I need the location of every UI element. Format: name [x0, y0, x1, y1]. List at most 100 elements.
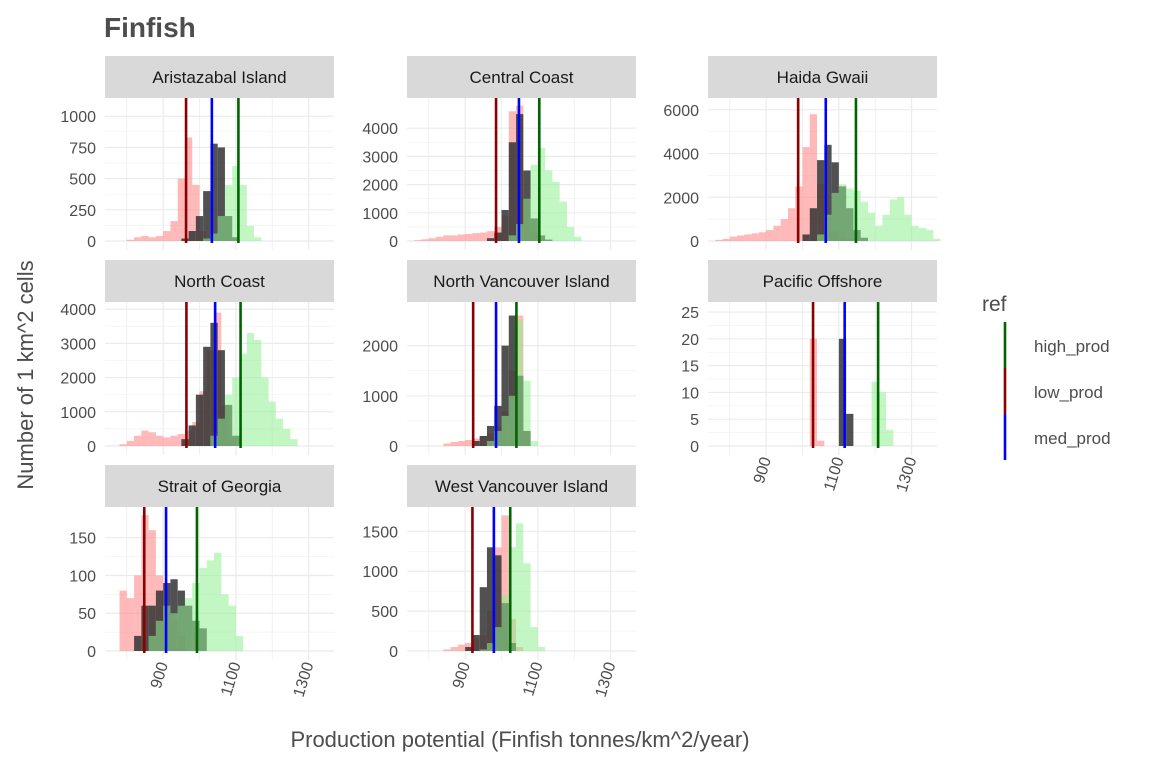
histogram-bar: [867, 212, 876, 241]
legend-item-low-prod: low_prod: [1003, 368, 1103, 414]
facets-layer: Aristazabal Island02505007501000Central …: [60, 56, 941, 699]
histogram-bar: [224, 184, 233, 241]
histogram-bar: [479, 435, 487, 446]
histogram-bar: [494, 405, 502, 446]
histogram-bar: [188, 425, 196, 446]
histogram-bar: [860, 201, 868, 241]
histogram-bar: [148, 432, 156, 446]
histogram-bar: [897, 197, 905, 241]
histogram-bar: [155, 620, 164, 651]
histogram-bar: [428, 238, 437, 241]
y-tick-label: 1500: [362, 524, 398, 541]
histogram-bar: [134, 575, 142, 651]
legend: ref high_prod low_prod med_prod: [982, 293, 1111, 460]
histogram-bar: [878, 392, 887, 446]
histogram-bar: [537, 647, 546, 651]
y-tick-label: 25: [681, 305, 699, 322]
histogram-bar: [479, 587, 487, 651]
histogram-bar: [199, 567, 207, 651]
facet-strip: [407, 465, 636, 507]
y-tick-label: 500: [371, 604, 398, 621]
histogram-bar: [846, 413, 854, 446]
y-tick-label: 2000: [663, 190, 699, 207]
facet-strip-label: Strait of Georgia: [158, 477, 282, 496]
histogram-bar: [465, 647, 473, 651]
x-tick-label: 900: [148, 660, 172, 691]
histogram-bar: [508, 315, 517, 446]
histogram-bar: [184, 430, 193, 446]
y-tick-label: 3000: [362, 149, 398, 166]
gridlines: [708, 302, 937, 455]
y-axis-title: Number of 1 km^2 cells: [13, 260, 38, 489]
histogram-bar: [141, 430, 149, 446]
histogram-bar: [184, 598, 193, 651]
histogram-bar: [450, 441, 458, 446]
histogram-bar: [465, 233, 473, 241]
histogram-bar: [163, 231, 171, 241]
histogram-bar: [170, 435, 178, 446]
histogram-bar: [479, 649, 487, 651]
histogram-bar: [443, 443, 451, 446]
histogram-bar: [206, 560, 215, 651]
facet-aristazabal-island: Aristazabal Island 0 250 500 750 1000: [60, 56, 334, 251]
histogram-bar: [494, 430, 502, 446]
histogram-bar: [235, 635, 244, 651]
histogram-bar: [214, 552, 222, 651]
histogram-bar: [501, 515, 509, 651]
y-tick-label: 6000: [663, 103, 699, 120]
histogram-bar: [170, 613, 178, 651]
histogram-bar: [217, 418, 225, 446]
histogram-bar: [773, 225, 781, 241]
y-tick-label: 500: [69, 172, 96, 189]
histogram-bar: [443, 235, 451, 241]
facet-strip-label: Aristazabal Island: [152, 68, 286, 87]
histogram-bar: [177, 605, 185, 651]
histogram-bar: [926, 230, 934, 241]
x-tick-label: 1100: [218, 660, 244, 698]
legend-label: high_prod: [1034, 337, 1110, 356]
histogram-bar: [766, 230, 774, 241]
histogram-bar: [911, 225, 919, 241]
histogram-bar: [134, 237, 142, 241]
histogram-bar: [261, 377, 269, 446]
histogram-bar: [184, 137, 193, 241]
facet-strip: [708, 56, 937, 98]
y-tick-label: 0: [389, 644, 398, 661]
histogram-bar: [809, 208, 818, 241]
histogram-bar: [729, 236, 738, 241]
legend-label: low_prod: [1034, 383, 1103, 402]
histogram-bar: [228, 605, 236, 651]
histogram-bar: [516, 523, 524, 651]
facet-strip: [105, 56, 334, 98]
y-tick-label: 4000: [362, 121, 398, 138]
histogram-bar: [119, 590, 127, 651]
histogram-bar: [148, 530, 156, 651]
legend-title: ref: [982, 293, 1007, 316]
histogram-bar: [530, 164, 538, 241]
histogram-bar: [715, 239, 723, 241]
bars-high-prod: [508, 147, 582, 241]
histogram-bar: [224, 394, 233, 446]
facet-strip-label: North Coast: [174, 272, 265, 291]
histogram-bar: [134, 435, 142, 446]
histogram-bar: [472, 635, 480, 651]
y-tick-label: 1000: [362, 206, 398, 223]
histogram-bar: [904, 214, 912, 241]
y-tick-label: 50: [78, 606, 96, 623]
y-tick-label: 0: [389, 234, 398, 251]
histogram-bar: [824, 144, 832, 241]
histogram-bar: [809, 114, 818, 241]
histogram-bar: [559, 201, 567, 241]
histogram-bar: [246, 333, 255, 446]
histogram-bar: [450, 647, 458, 651]
histogram-bar: [802, 234, 810, 241]
y-tick-label: 0: [87, 439, 96, 456]
histogram-bar: [457, 644, 466, 651]
x-tick-label: 1300: [894, 455, 921, 494]
histogram-bar: [817, 234, 825, 241]
y-tick-label: 2000: [362, 339, 398, 356]
chart-title: Finfish: [104, 12, 196, 43]
histogram-bar: [290, 439, 298, 446]
histogram-bar: [155, 236, 164, 241]
histogram-bar: [177, 178, 185, 241]
